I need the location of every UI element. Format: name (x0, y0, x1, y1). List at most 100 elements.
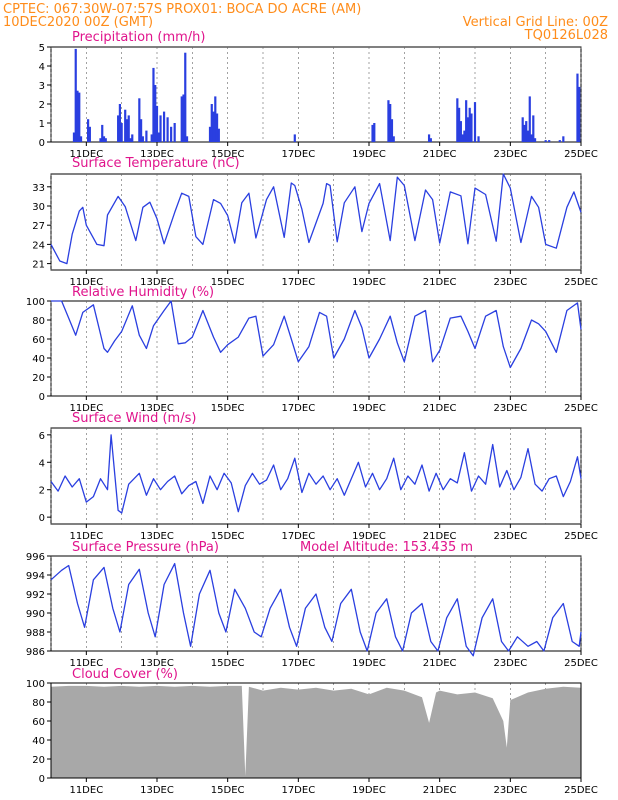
precip-bar (72, 132, 76, 142)
precip-ytick-label: 0 (39, 138, 45, 149)
precip-bar (456, 98, 459, 142)
temp-ytick-label: 27 (32, 221, 45, 232)
temp-xtick-label: 25DEC (564, 277, 598, 288)
precip-bar (477, 136, 480, 142)
precip-bar (138, 98, 141, 142)
humidity-xtick-label: 11DEC (69, 403, 103, 414)
header-model-id: TQ0126L028 (524, 28, 608, 43)
precip-bar (210, 104, 213, 142)
precip-ytick-label: 5 (39, 43, 45, 54)
precip-bar (463, 130, 466, 142)
precip-bar (152, 67, 155, 142)
precip-bar (461, 134, 464, 142)
precip-bar (544, 140, 547, 142)
precip-bar (155, 105, 159, 142)
cloud-ytick-label: 100 (26, 679, 45, 690)
temp-panel: 21 24 27 30 33 11DEC 13DEC 15DEC 17DEC 19DEC 21DEC… (32, 173, 598, 288)
precip-xtick-label: 21DEC (423, 149, 457, 160)
wind-xtick-label: 21DEC (423, 531, 457, 542)
humidity-series-line (51, 300, 582, 369)
wind-title: Surface Wind (m/s) (72, 411, 196, 426)
precip-bar (562, 136, 565, 142)
pressure-ytick-label: 994 (26, 571, 45, 582)
humidity-xtick-label: 17DEC (281, 403, 315, 414)
model-altitude: Model Altitude: 153.435 m (300, 540, 473, 555)
cloud-xtick-label: 23DEC (493, 785, 527, 796)
temp-ytick-label: 33 (32, 183, 45, 194)
precip-bar (131, 134, 134, 142)
precip-bar (182, 94, 185, 142)
precip-bar (184, 52, 187, 143)
precip-bar (101, 124, 104, 142)
wind-ytick-label: 2 (39, 486, 45, 497)
header-line1: CPTEC: 067:30W-07:57S PROX01: BOCA DO AC… (3, 2, 361, 17)
pressure-ytick-label: 988 (26, 628, 45, 639)
wind-xtick-label: 17DEC (281, 531, 315, 542)
pressure-xtick-label: 19DEC (352, 658, 386, 669)
humidity-ytick-label: 20 (32, 373, 45, 384)
cloud-xtick-label: 13DEC (140, 785, 174, 796)
humidity-xtick-label: 23DEC (493, 403, 527, 414)
cloud-ytick-label: 20 (32, 755, 45, 766)
wind-ytick-label: 0 (39, 513, 45, 524)
precip-bar (459, 121, 462, 142)
pressure-panel: 986 988 990 992 994 996 11DEC 13DEC 15DEC 17DEC 19… (26, 552, 598, 669)
precip-bar (180, 96, 183, 142)
wind-xtick-label: 19DEC (352, 531, 386, 542)
cloud-xtick-label: 15DEC (211, 785, 245, 796)
precip-bar (528, 96, 531, 142)
precip-xtick-label: 19DEC (352, 149, 386, 160)
cloud-panel: 0 20 40 60 80 100 11DEC 13DEC 15DEC 17DEC 19DEC 21D… (26, 679, 598, 796)
precip-bar (74, 48, 77, 142)
header-line2: 10DEC2020 00Z (GMT) (3, 15, 153, 30)
precip-bar (140, 119, 143, 142)
precip-bar (124, 109, 127, 142)
precip-bar (470, 113, 473, 142)
precip-bar (427, 134, 431, 142)
precip-bar (466, 117, 470, 142)
temp-series-line (50, 173, 582, 265)
pressure-xtick-label: 25DEC (564, 658, 598, 669)
cloud-ytick-label: 40 (32, 736, 45, 747)
precip-xtick-label: 23DEC (493, 149, 527, 160)
pressure-xtick-label: 13DEC (140, 658, 174, 669)
precip-bar (208, 126, 212, 142)
precip-title: Precipitation (mm/h) (72, 30, 205, 45)
temp-xtick-label: 17DEC (281, 277, 315, 288)
humidity-ytick-label: 60 (32, 335, 45, 346)
pressure-ytick-label: 992 (26, 590, 45, 601)
precip-ytick-label: 3 (39, 81, 45, 92)
temp-ytick-label: 30 (32, 202, 45, 213)
precip-bar (576, 73, 579, 142)
precip-bar (102, 136, 106, 142)
precip-bar (99, 138, 102, 142)
precip-bar (104, 138, 107, 142)
humidity-ytick-label: 100 (26, 297, 45, 308)
precip-bar (465, 100, 468, 142)
precip-bar (468, 107, 471, 142)
wind-xtick-label: 13DEC (140, 531, 174, 542)
humidity-title: Relative Humidity (%) (72, 285, 214, 300)
precip-bar (88, 126, 91, 142)
temp-xtick-label: 11DEC (69, 277, 103, 288)
precip-bar (185, 136, 189, 142)
precip-bar (145, 130, 148, 142)
precip-bar (87, 119, 90, 142)
wind-xtick-label: 25DEC (564, 531, 598, 542)
wind-panel: 0 2 4 6 11DEC 13DEC 15DEC 17DEC 19DEC 21DEC 23DEC 2… (39, 427, 598, 542)
temp-ytick-label: 21 (32, 260, 45, 271)
cloud-xtick-label: 21DEC (423, 785, 457, 796)
wind-frame (50, 427, 582, 525)
temp-ytick-label: 24 (32, 240, 45, 251)
precip-bar (141, 136, 144, 142)
temp-xtick-label: 15DEC (211, 277, 245, 288)
temp-xtick-label: 21DEC (423, 277, 457, 288)
temp-frame (50, 173, 582, 271)
pressure-xtick-label: 15DEC (211, 658, 245, 669)
cloud-ytick-label: 80 (32, 698, 45, 709)
wind-ytick-label: 6 (39, 431, 45, 442)
precip-bar (150, 134, 153, 142)
cloud-frame-top (50, 682, 582, 779)
precip-xtick-label: 25DEC (564, 149, 598, 160)
